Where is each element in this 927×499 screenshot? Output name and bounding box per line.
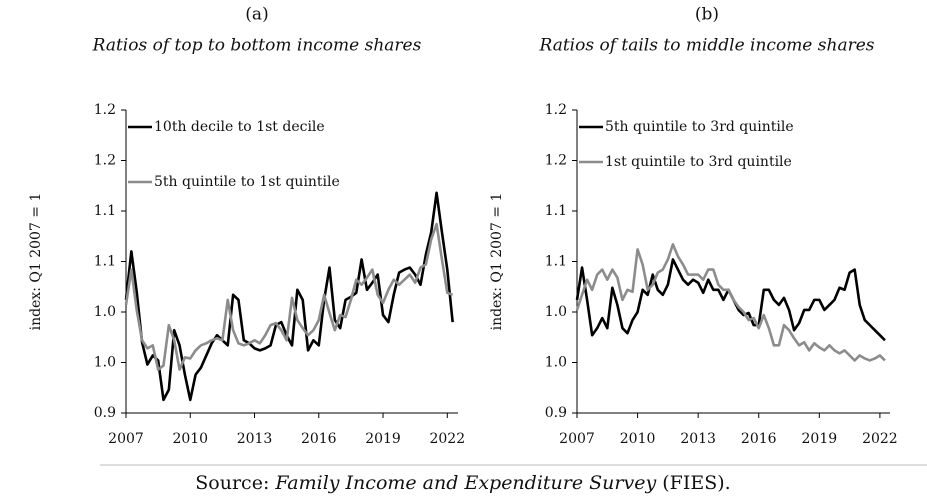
y-tick-label: 1.0 <box>545 304 567 320</box>
panel-subtitle: Ratios of tails to middle income shares <box>539 36 875 56</box>
source-note: Source: Family Income and Expenditure Su… <box>195 472 730 494</box>
series-line <box>575 243 886 362</box>
y-tick-label: 1.0 <box>94 355 116 371</box>
y-tick-label: 1.1 <box>94 203 116 219</box>
x-tick-label: 2022 <box>862 431 898 447</box>
x-tick-label: 2013 <box>237 431 273 447</box>
y-tick-label: 1.2 <box>94 102 116 118</box>
y-tick-label: 0.9 <box>94 405 116 421</box>
panel-title: (a) <box>245 5 268 25</box>
y-tick-label: 1.1 <box>545 254 567 270</box>
legend-label: 5th quintile to 1st quintile <box>154 174 340 190</box>
source-suffix: (FIES). <box>662 472 730 494</box>
legend-label: 10th decile to 1st decile <box>154 119 325 135</box>
y-tick-label: 1.2 <box>545 102 567 118</box>
legend-label: 5th quintile to 3rd quintile <box>605 119 794 135</box>
x-tick-label: 2010 <box>620 431 656 447</box>
x-tick-label: 2019 <box>365 431 401 447</box>
series-line <box>124 191 454 402</box>
y-tick-label: 1.1 <box>94 254 116 270</box>
panel-subtitle: Ratios of top to bottom income shares <box>92 36 422 56</box>
y-tick-label: 1.1 <box>545 203 567 219</box>
x-tick-label: 2022 <box>429 431 465 447</box>
x-tick-label: 2007 <box>559 431 595 447</box>
y-axis-label: index: Q1 2007 = 1 <box>489 193 505 331</box>
x-tick-label: 2016 <box>301 431 337 447</box>
x-tick-label: 2019 <box>802 431 838 447</box>
y-tick-label: 1.2 <box>545 153 567 169</box>
x-tick-label: 2007 <box>108 431 144 447</box>
y-axis-label: index: Q1 2007 = 1 <box>28 193 44 331</box>
x-tick-label: 2016 <box>741 431 777 447</box>
y-tick-label: 1.2 <box>94 153 116 169</box>
x-tick-label: 2013 <box>680 431 716 447</box>
y-tick-label: 1.0 <box>94 304 116 320</box>
legend-label: 1st quintile to 3rd quintile <box>605 154 792 170</box>
series-line <box>124 222 454 371</box>
panel-title: (b) <box>695 5 719 25</box>
y-tick-label: 0.9 <box>545 405 567 421</box>
source-title: Family Income and Expenditure Survey <box>274 472 656 494</box>
y-tick-label: 1.0 <box>545 355 567 371</box>
x-tick-label: 2010 <box>172 431 208 447</box>
source-prefix: Source: <box>195 472 269 494</box>
